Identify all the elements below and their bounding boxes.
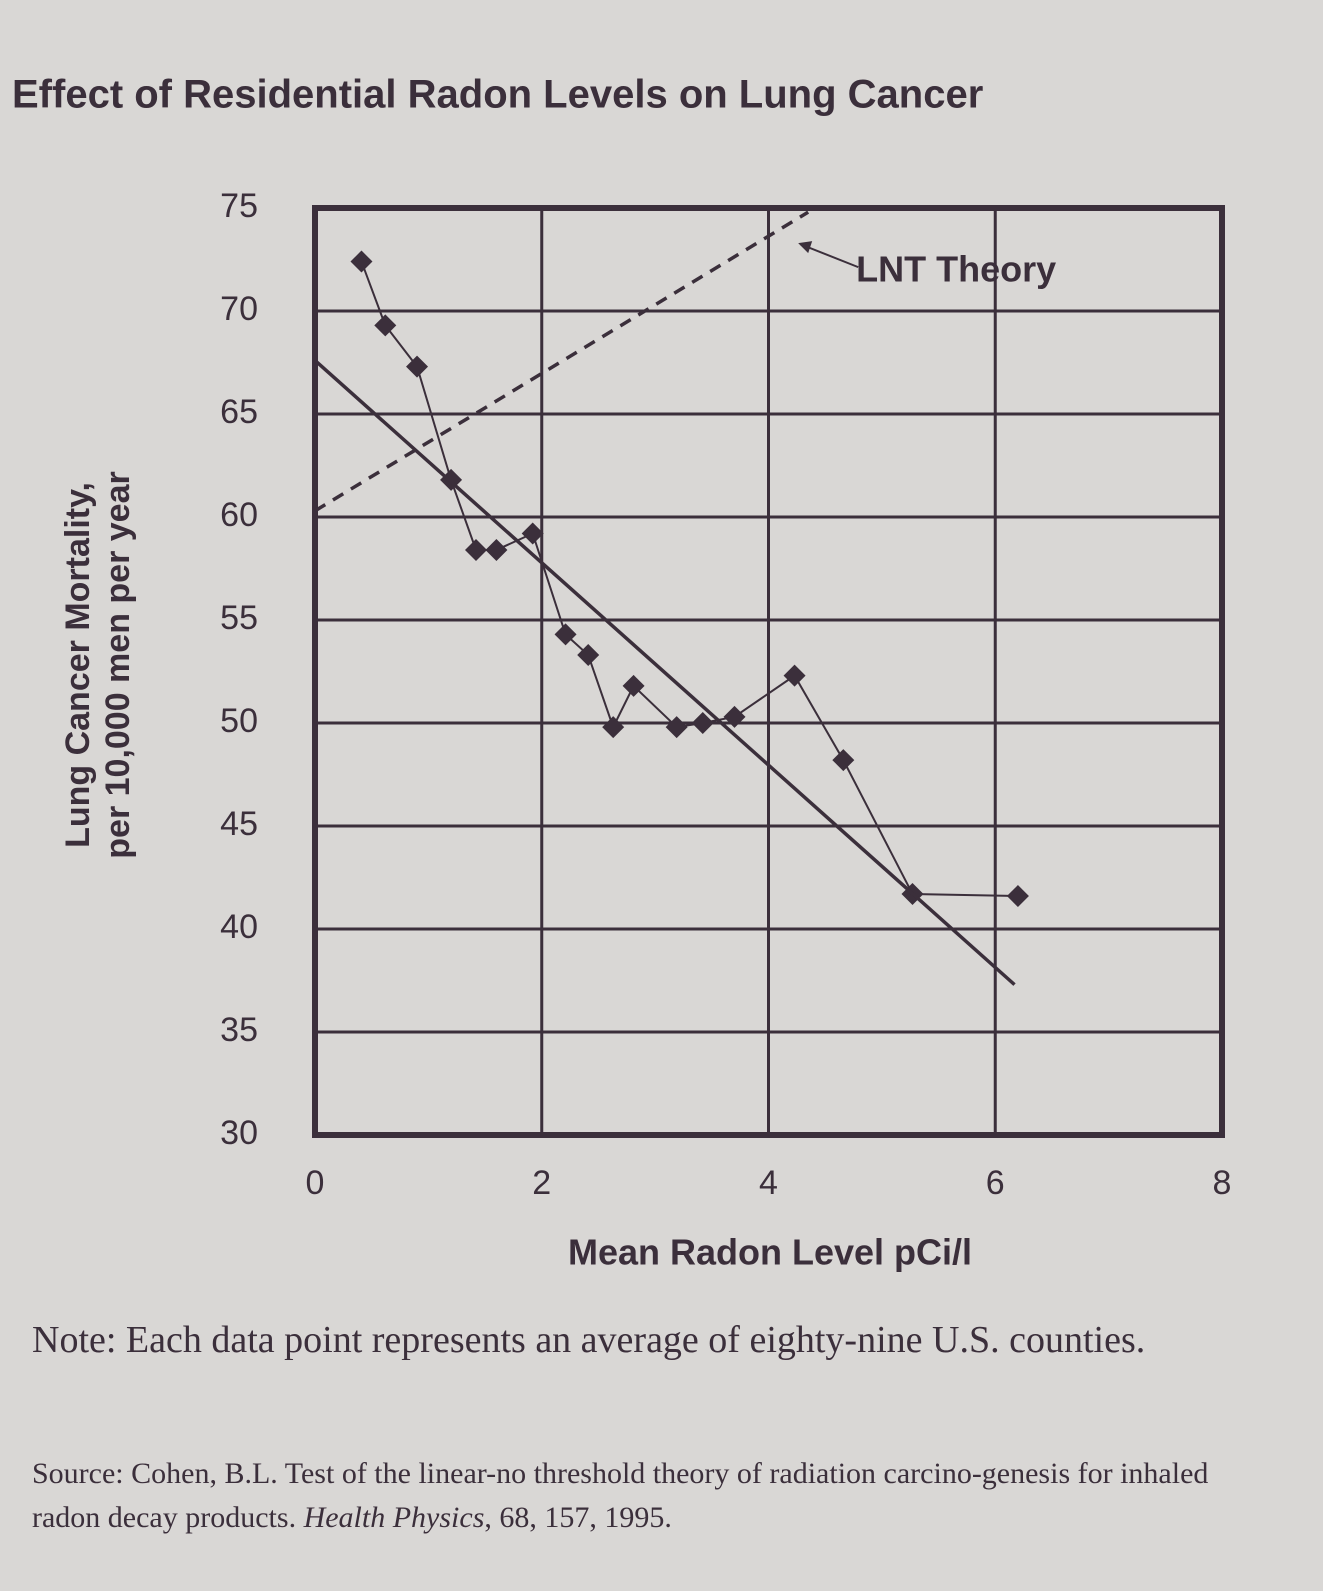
data-point — [374, 314, 397, 337]
data-point — [691, 712, 714, 734]
y-tick-label: 70 — [220, 290, 258, 328]
data-point — [622, 674, 645, 697]
data-point — [406, 355, 429, 378]
source-details: , 68, 157, 1995. — [484, 1501, 672, 1534]
annotation: LNT Theory — [856, 249, 1056, 290]
data-point — [521, 522, 544, 545]
chart-title: Effect of Residential Radon Levels on Lu… — [12, 73, 983, 117]
data-point — [577, 644, 600, 667]
data-point — [485, 538, 508, 561]
data-point — [665, 716, 688, 739]
plot-frame — [312, 205, 1225, 1138]
data-point — [554, 623, 577, 646]
y-tick-label: 60 — [220, 496, 258, 534]
x-tick-label: 2 — [532, 1164, 551, 1202]
y-tick-label: 40 — [220, 908, 258, 946]
x-tick-label: 8 — [1213, 1164, 1232, 1202]
source-text: Source: Cohen, B.L. Test of the linear-n… — [32, 1457, 1209, 1534]
data-point — [350, 250, 373, 273]
series-line — [314, 210, 810, 513]
note: Note: Each data point represents an aver… — [32, 1319, 1146, 1361]
source-journal: Health Physics — [303, 1501, 485, 1534]
y-tick-label: 35 — [220, 1011, 258, 1049]
data-point — [1006, 885, 1029, 908]
data-point — [783, 664, 806, 687]
x-tick-label: 4 — [759, 1164, 778, 1202]
data-point — [464, 538, 487, 561]
x-axis-label: Mean Radon Level pCi/l — [568, 1232, 972, 1273]
series-line — [313, 359, 1016, 986]
y-tick-label: 30 — [220, 1114, 258, 1152]
data-point — [723, 705, 746, 728]
y-tick-label: 45 — [220, 805, 258, 843]
y-tick-label: 50 — [220, 702, 258, 740]
y-tick-label: 65 — [220, 393, 258, 431]
chart: Effect of Residential Radon Levels on Lu… — [12, 73, 1232, 1273]
x-tick-label: 6 — [986, 1164, 1005, 1202]
y-tick-label: 55 — [220, 599, 258, 637]
annotation-arrowhead — [798, 241, 813, 254]
x-tick-label: 0 — [306, 1164, 325, 1202]
source: Source: Cohen, B.L. Test of the linear-n… — [32, 1452, 1272, 1540]
y-tick-label: 75 — [220, 187, 258, 225]
data-point — [832, 749, 855, 772]
y-axis-label: Lung Cancer Mortality, — [59, 482, 97, 848]
data-point — [602, 716, 625, 739]
series-line — [360, 261, 1018, 898]
y-axis-label: per 10,000 men per year — [99, 471, 137, 858]
